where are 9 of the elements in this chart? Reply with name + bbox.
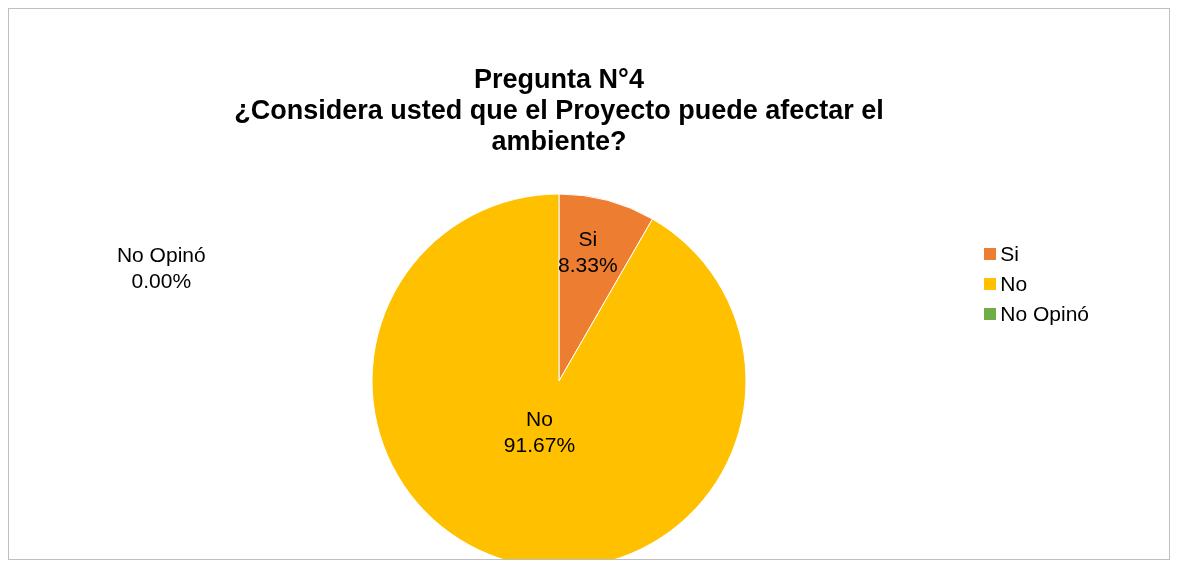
legend-label: No <box>1000 271 1028 297</box>
legend-label: No Opinó <box>1000 301 1089 327</box>
legend-label: Si <box>1000 241 1019 267</box>
data-label: 91.67% <box>503 433 576 457</box>
category-label: No Opinó <box>116 243 206 266</box>
text: 0.00% <box>131 269 192 292</box>
slice-label: No <box>526 407 553 431</box>
chart-title: Pregunta N°4 ¿Considera usted que el Proyecto puede afectar el ambiente? <box>233 64 885 157</box>
slice-label: Si <box>578 226 598 250</box>
